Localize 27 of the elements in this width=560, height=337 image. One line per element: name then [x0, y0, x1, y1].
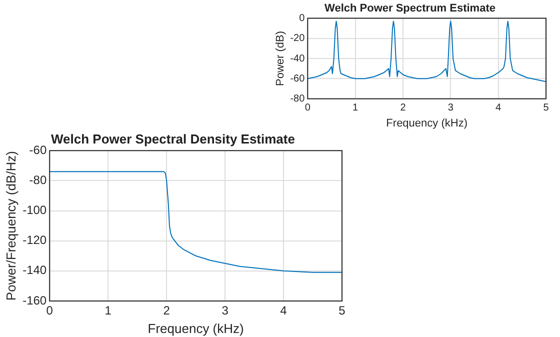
y-tick-label: 0: [299, 12, 306, 24]
x-tick-label: 1: [352, 102, 359, 114]
y-tick-label: -60: [290, 73, 306, 84]
x-tick-label: 4: [496, 102, 502, 114]
y-tick-label: -120: [22, 233, 47, 248]
x-tick-label: 4: [280, 304, 288, 318]
y-tick-label: -20: [290, 33, 306, 44]
x-tick-label: 3: [448, 102, 454, 114]
x-tick-label: 2: [400, 102, 406, 114]
y-axis-title: Power (dB): [274, 30, 287, 86]
y-tick-label: -60: [29, 142, 47, 157]
y-tick-label: -40: [290, 53, 306, 64]
y-axis-title: Power/Frequency (dB/Hz): [3, 151, 18, 301]
x-tick-label: 1: [104, 304, 112, 318]
x-tick-label: 5: [543, 102, 550, 114]
y-tick-label: -80: [290, 94, 306, 105]
y-tick-label: -100: [22, 203, 47, 218]
x-tick-label: 3: [222, 304, 229, 318]
x-tick-label: 2: [163, 304, 170, 318]
y-tick-label: -160: [22, 293, 47, 308]
chart-title: Welch Power Spectrum Estimate: [324, 2, 496, 15]
x-axis-title: Frequency (kHz): [386, 117, 468, 130]
y-tick-label: -140: [22, 263, 47, 278]
x-tick-label: 5: [338, 304, 346, 318]
y-tick-label: -80: [29, 172, 47, 187]
x-axis-title: Frequency (kHz): [148, 320, 244, 336]
chart-title: Welch Power Spectral Density Estimate: [51, 131, 295, 146]
